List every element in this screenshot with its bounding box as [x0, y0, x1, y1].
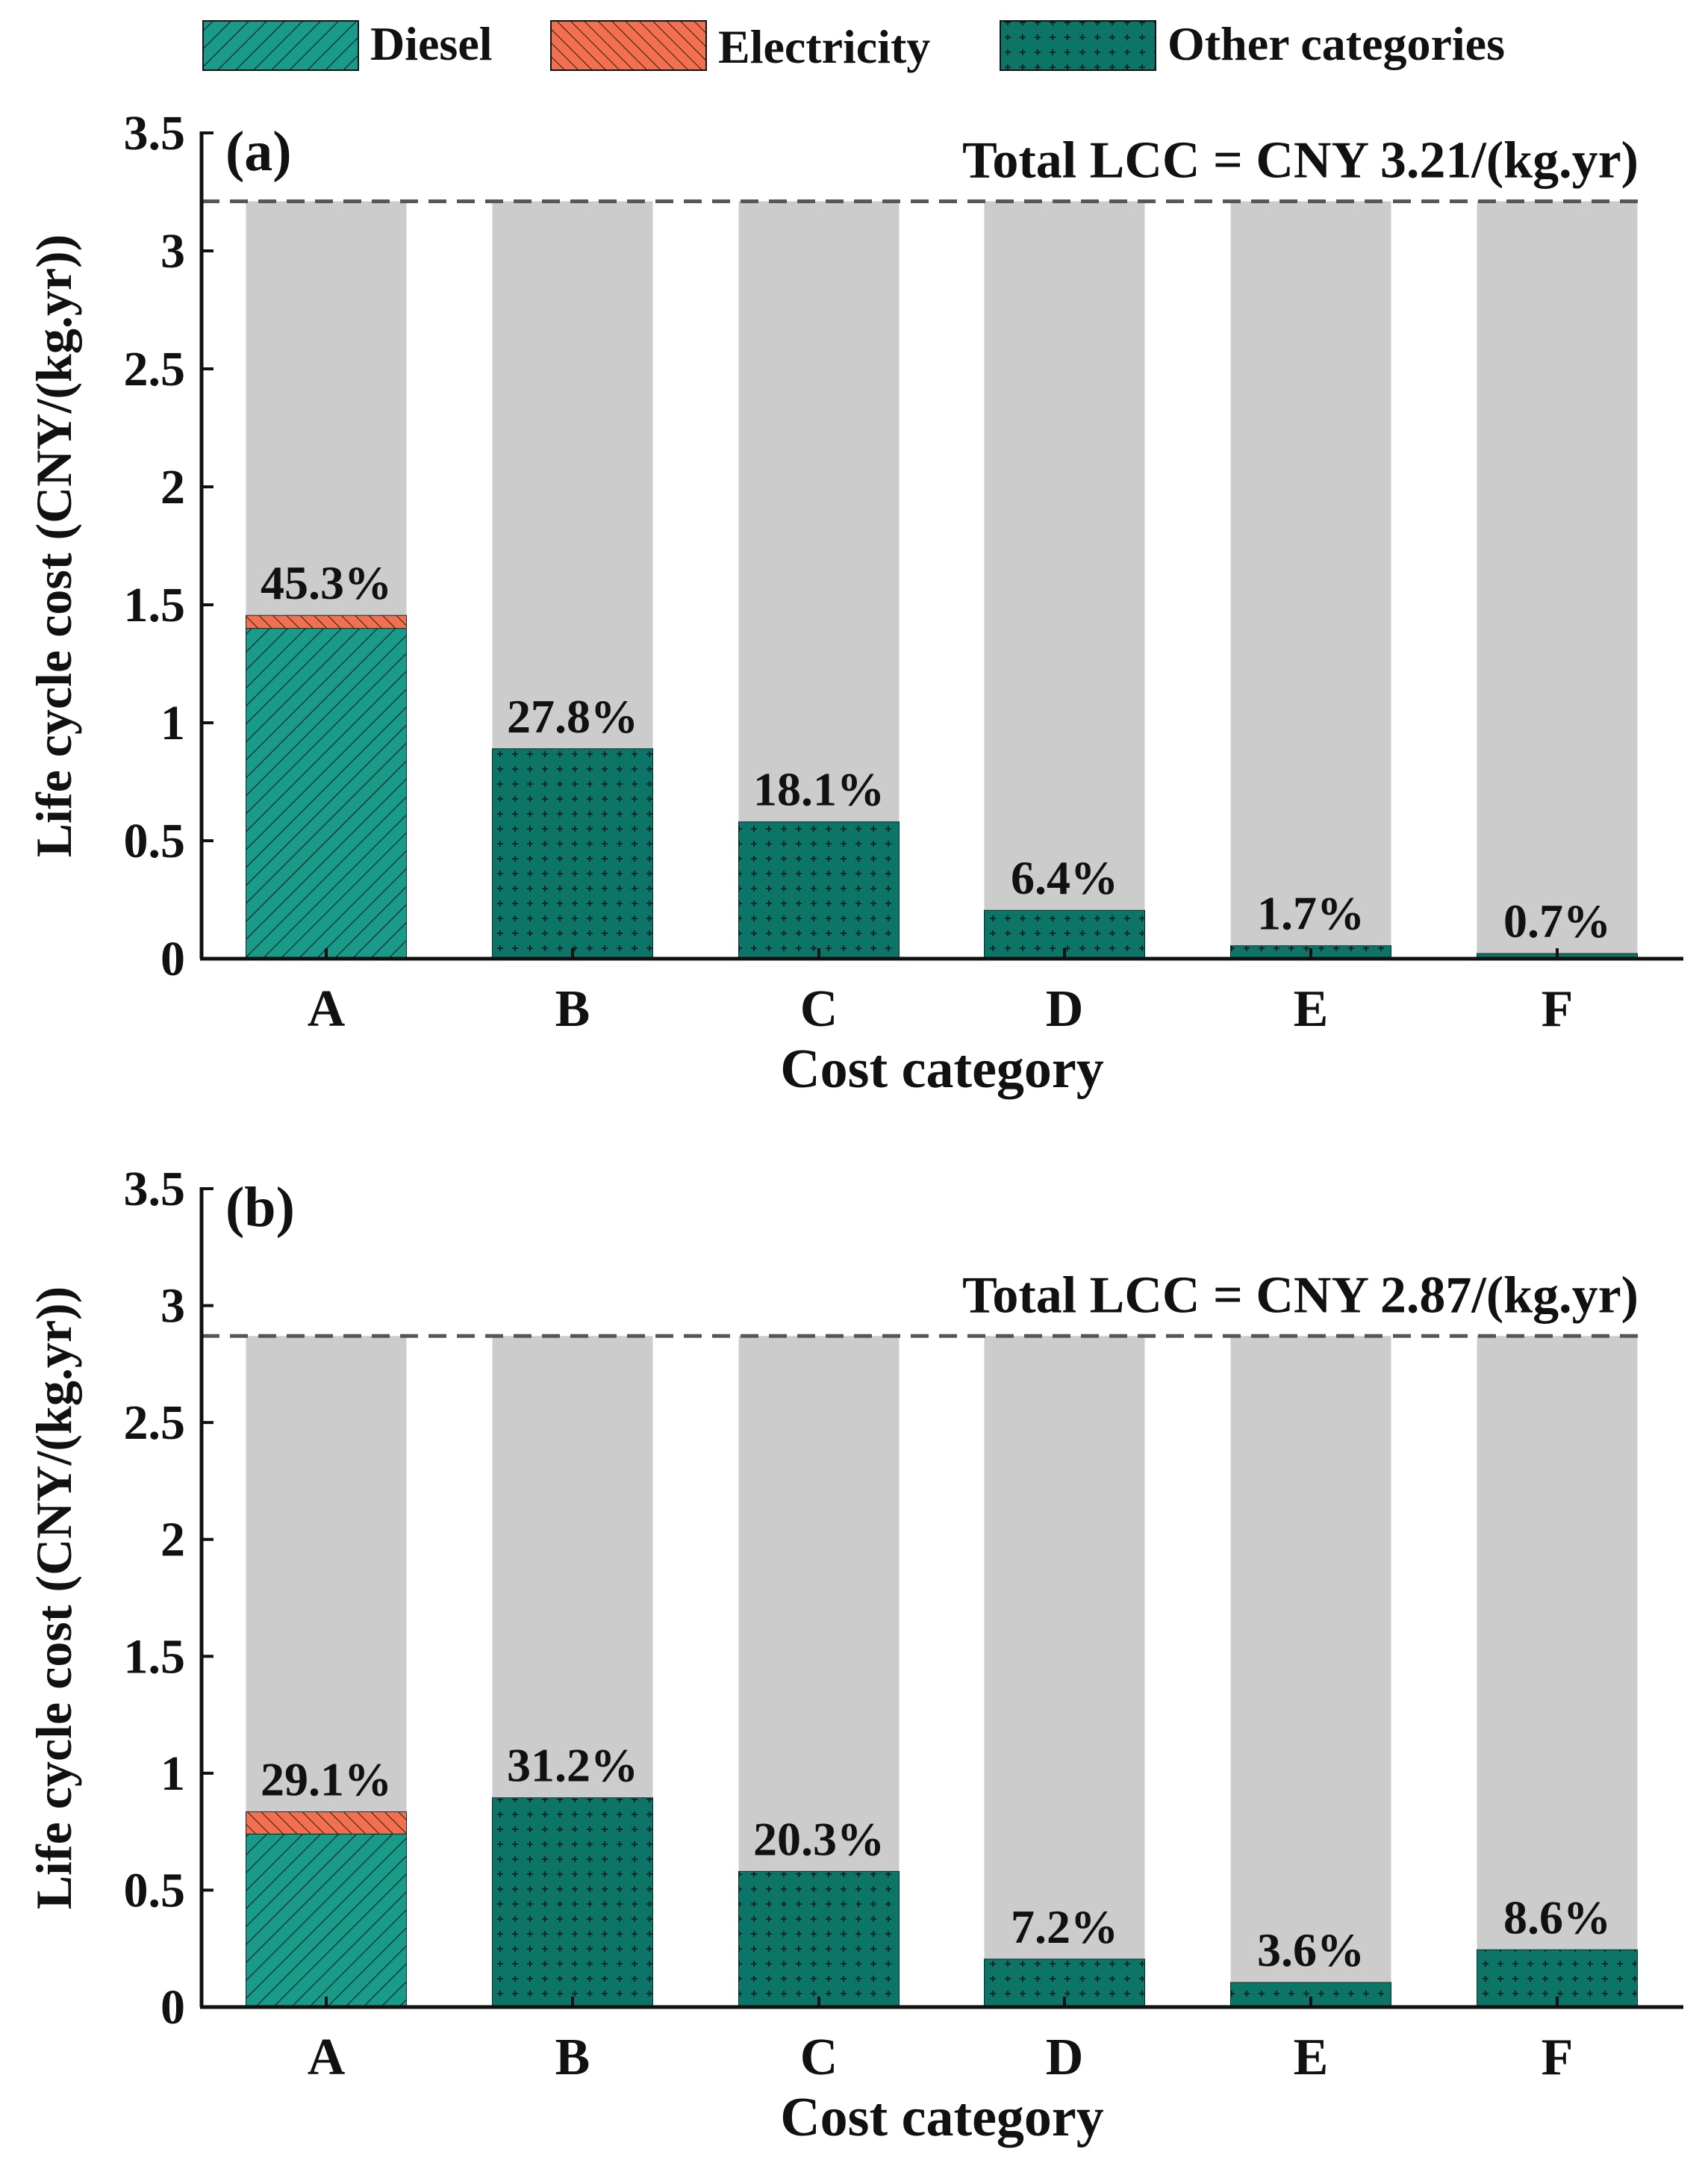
total-background-bar-D [984, 1336, 1145, 2007]
bar-other-C [738, 1870, 900, 2008]
percent-label-B: 31.2% [507, 1739, 638, 1792]
percent-label-E: 1.7% [1257, 887, 1365, 940]
legend-label-diesel: Diesel [370, 17, 493, 70]
total-lcc-label-b: Total LCC = CNY 2.87/(kg.yr) [962, 1266, 1639, 1324]
legend-swatch-other-categories [1000, 20, 1156, 71]
x-tick-label-F: F [1542, 2029, 1574, 2086]
y-tick-label-2: 2 [160, 1513, 185, 1567]
x-tick-label-F: F [1542, 980, 1574, 1038]
bar-group-b [246, 1336, 1638, 2008]
legend-label-other-categories: Other categories [1168, 17, 1505, 70]
percent-label-D: 6.4% [1011, 851, 1118, 904]
legend-item-electricity: Electricity [550, 20, 930, 73]
x-tick-label-D: D [1046, 2029, 1084, 2086]
bar-other-B [492, 748, 653, 959]
legend-swatch-electricity [550, 20, 707, 71]
y-tick-label-2: 2 [160, 460, 185, 514]
bar-diesel-A [246, 1833, 407, 2008]
y-axis-label-b: Life cycle cost (CNY/(kg.yr)) [25, 1287, 82, 1910]
percent-label-B: 27.8% [507, 690, 638, 743]
percent-label-C: 18.1% [753, 763, 885, 816]
total-background-bar-E [1230, 201, 1391, 959]
percent-label-A: 45.3% [261, 556, 392, 609]
total-background-bar-D [984, 201, 1145, 959]
x-tick-label-B: B [555, 2029, 590, 2086]
y-tick-label-1: 1 [160, 1746, 185, 1801]
x-axis-label-a: Cost category [780, 1039, 1104, 1100]
axes-b: A B C D E F 0 0.5 1 1.5 2 2.5 3 3.5 [124, 1162, 1683, 2086]
legend-label-electricity: Electricity [718, 20, 930, 73]
total-lcc-label-a: Total LCC = CNY 3.21/(kg.yr) [962, 132, 1639, 190]
x-tick-label-E: E [1294, 980, 1329, 1038]
bar-group-a [246, 201, 1638, 959]
x-axis-label-b: Cost category [780, 2087, 1104, 2148]
y-tick-label-0: 0 [160, 1980, 185, 2035]
x-tick-label-C: C [800, 980, 838, 1038]
y-axis-label-a: Life cycle cost (CNY/(kg.yr)) [25, 234, 82, 858]
y-tick-label-0: 0 [160, 932, 185, 986]
percent-label-F: 0.7% [1503, 895, 1611, 948]
percent-label-C: 20.3% [753, 1812, 885, 1865]
legend: Diesel Electricity Other categories [202, 17, 1505, 73]
bar-diesel-A [246, 628, 407, 959]
y-tick-label-3: 3 [160, 224, 185, 279]
y-tick-label-2.5: 2.5 [124, 1396, 186, 1450]
percent-label-D: 7.2% [1011, 1900, 1118, 1953]
panel-label-b: (b) [225, 1176, 295, 1239]
legend-swatch-diesel [202, 20, 359, 71]
bar-other-C [738, 821, 900, 959]
chart-panel-b: 29.1% 31.2% 20.3% 7.2% 3.6% 8.6% A B C D E F 0 0.5 1 1… [25, 1162, 1683, 2148]
percent-labels-a: 45.3% 27.8% 18.1% 6.4% 1.7% 0.7% [261, 556, 1611, 948]
legend-item-other-categories: Other categories [1000, 17, 1505, 71]
percent-label-A: 29.1% [261, 1753, 392, 1806]
y-tick-label-3.5: 3.5 [124, 1162, 186, 1216]
y-tick-label-0.5: 0.5 [124, 1863, 186, 1917]
y-tick-label-2.5: 2.5 [124, 342, 186, 396]
y-tick-label-0.5: 0.5 [124, 814, 186, 868]
x-tick-label-C: C [800, 2029, 838, 2086]
x-tick-label-A: A [308, 2029, 346, 2086]
bar-other-B [492, 1797, 653, 2008]
percent-labels-b: 29.1% 31.2% 20.3% 7.2% 3.6% 8.6% [261, 1739, 1611, 1976]
y-tick-label-1: 1 [160, 696, 185, 750]
percent-label-E: 3.6% [1257, 1923, 1365, 1976]
y-tick-label-1.5: 1.5 [124, 578, 186, 632]
bar-electricity-A [246, 615, 407, 629]
x-tick-label-D: D [1046, 980, 1084, 1038]
y-tick-label-3: 3 [160, 1279, 185, 1334]
y-tick-label-3.5: 3.5 [124, 106, 186, 161]
x-tick-label-A: A [308, 980, 346, 1038]
y-tick-label-1.5: 1.5 [124, 1629, 186, 1684]
total-background-bar-F [1477, 1336, 1638, 2007]
axes-a: A B C D E F 0 0.5 1 1.5 2 2.5 3 3.5 [124, 106, 1683, 1038]
total-background-bar-F [1477, 201, 1638, 959]
x-tick-label-B: B [555, 980, 590, 1038]
total-background-bar-E [1230, 1336, 1391, 2007]
bar-electricity-A [246, 1811, 407, 1835]
x-tick-label-E: E [1294, 2029, 1329, 2086]
panel-label-a: (a) [225, 120, 292, 183]
percent-label-F: 8.6% [1503, 1891, 1611, 1944]
chart-panel-a: 45.3% 27.8% 18.1% 6.4% 1.7% 0.7% A B C D E F 0 0.5 1 1… [25, 106, 1683, 1100]
legend-item-diesel: Diesel [202, 17, 493, 71]
